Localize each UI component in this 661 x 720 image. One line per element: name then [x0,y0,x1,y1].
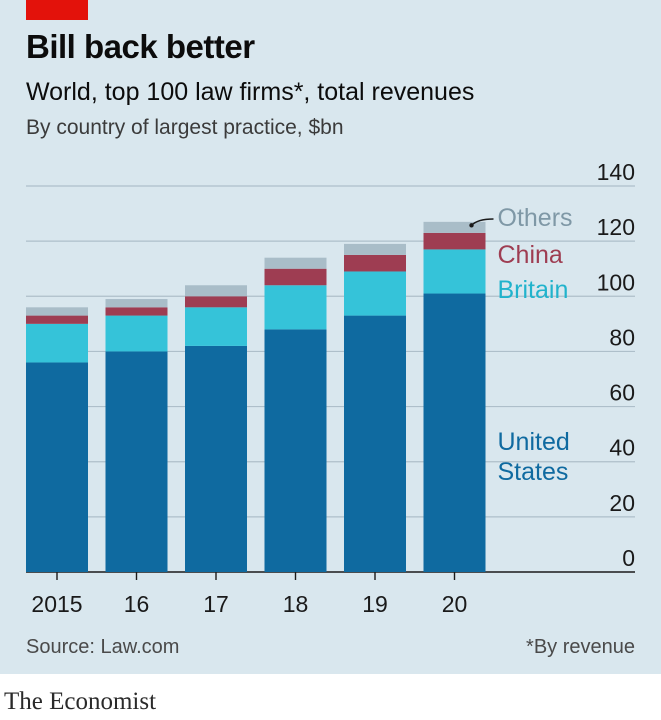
footnote: *By revenue [526,636,635,658]
bar-britain-16 [105,315,168,352]
bar-britain-18 [264,285,327,330]
bar-others-2015 [26,307,88,316]
x-tick-17: 17 [203,591,229,617]
x-tick-2015: 2015 [31,591,82,617]
bar-others-17 [185,285,247,297]
brand-red-tag [26,0,88,20]
bar-others-18 [264,257,327,269]
bar-china-16 [105,307,168,316]
bar-china-2015 [26,315,88,324]
y-tick-60: 60 [609,380,635,406]
x-axis-ticks: 2015 16 17 18 19 20 [31,572,467,617]
x-tick-19: 19 [362,591,388,617]
source-note: Source: Law.com [26,636,180,658]
y-tick-80: 80 [609,324,635,350]
chart-title: Bill back better [26,28,255,65]
bar-britain-2015 [26,323,88,363]
x-tick-20: 20 [442,591,468,617]
economist-logo: The Economist [4,688,157,715]
y-tick-0: 0 [622,545,635,571]
chart-units: By country of largest practice, $bn [26,116,344,139]
bar-others-19 [344,243,406,255]
y-tick-120: 120 [597,214,635,240]
x-tick-18: 18 [283,591,309,617]
y-axis-ticks: 0 20 40 60 80 100 120 140 [597,159,635,571]
others-leader-dot [469,223,474,228]
bar-united-states-19 [344,315,406,572]
series-label-united-states: United States [498,428,570,486]
bar-britain-20 [423,249,486,294]
y-tick-100: 100 [597,269,635,295]
bar-united-states-18 [264,329,327,572]
bar-united-states-17 [185,345,247,572]
bar-united-states-20 [423,293,486,572]
series-labels: United States Britain China Others [469,204,573,486]
bar-china-18 [264,268,327,286]
y-tick-140: 140 [597,159,635,185]
x-tick-16: 16 [124,591,150,617]
stacked-bar-chart: 0 20 40 60 80 100 120 140 2015 16 17 18 19 20 United… [26,159,635,617]
bar-united-states-16 [105,351,168,572]
chart-subtitle: World, top 100 law firms*, total revenue… [26,78,475,106]
y-tick-40: 40 [609,435,635,461]
series-label-others: Others [498,204,573,232]
bar-britain-19 [344,271,406,316]
bar-china-19 [344,254,406,272]
bar-britain-17 [185,307,247,346]
bar-others-16 [105,299,168,308]
bar-china-17 [185,296,247,308]
bars [26,221,486,572]
bar-others-20 [423,221,486,233]
series-label-china: China [498,241,563,269]
y-tick-20: 20 [609,490,635,516]
bar-united-states-2015 [26,362,88,572]
series-label-britain: Britain [498,276,569,304]
bar-china-20 [423,232,486,250]
